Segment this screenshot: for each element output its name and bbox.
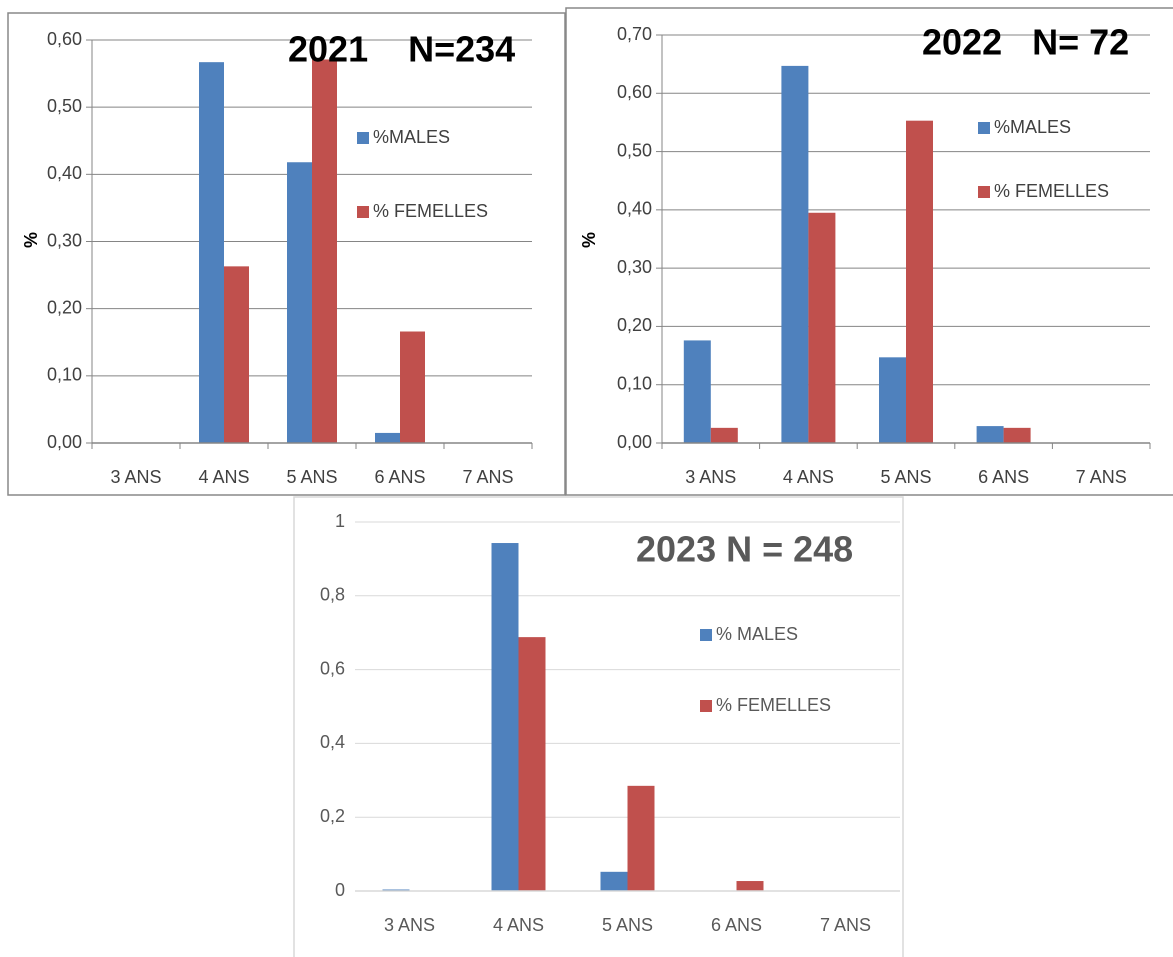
panel — [7, 12, 566, 496]
panel — [565, 7, 1173, 496]
y-tick-label: 1 — [335, 511, 345, 531]
x-tick-label: 3 ANS — [384, 915, 435, 935]
x-tick-label: 4 ANS — [493, 915, 544, 935]
y-tick-label: 0,60 — [47, 29, 82, 49]
y-axis-label: % — [21, 232, 41, 248]
y-tick-label: 0,10 — [617, 373, 652, 393]
bar — [491, 543, 519, 891]
x-tick-label: 6 ANS — [711, 915, 762, 935]
legend-label: %MALES — [373, 127, 450, 147]
y-tick-label: 0,00 — [47, 432, 82, 452]
chart-title: 2022 N= 72 — [922, 22, 1129, 63]
bar — [736, 881, 764, 891]
x-tick-label: 7 ANS — [820, 915, 871, 935]
y-tick-label: 0,70 — [617, 24, 652, 44]
y-tick-label: 0,10 — [47, 365, 82, 385]
chart-title: 2021 N=234 — [288, 29, 515, 70]
bar — [976, 426, 1004, 443]
x-tick-label: 3 ANS — [110, 467, 161, 487]
legend-swatch — [700, 629, 712, 641]
legend-swatch — [978, 122, 990, 134]
y-tick-label: 0,4 — [320, 732, 345, 752]
bar — [781, 65, 809, 444]
y-tick-label: 0,60 — [617, 82, 652, 102]
x-tick-label: 7 ANS — [462, 467, 513, 487]
bar — [710, 427, 738, 443]
y-tick-label: 0,6 — [320, 658, 345, 678]
y-tick-label: 0,30 — [47, 230, 82, 250]
y-tick-label: 0,20 — [47, 297, 82, 317]
bar — [400, 331, 425, 443]
y-tick-label: 0,50 — [47, 96, 82, 116]
x-tick-label: 6 ANS — [978, 467, 1029, 487]
bar — [199, 62, 224, 443]
y-tick-label: 0,40 — [617, 199, 652, 219]
bar — [683, 340, 711, 443]
x-tick-label: 5 ANS — [880, 467, 931, 487]
y-tick-label: 0,20 — [617, 315, 652, 335]
x-tick-label: 5 ANS — [602, 915, 653, 935]
bar — [287, 162, 312, 443]
y-tick-label: 0,30 — [617, 257, 652, 277]
bar — [518, 637, 546, 891]
bar — [312, 59, 337, 443]
x-tick-label: 4 ANS — [783, 467, 834, 487]
legend-label: %MALES — [994, 117, 1071, 137]
bar — [375, 432, 400, 443]
legend-label: % FEMELLES — [716, 695, 831, 715]
x-tick-label: 3 ANS — [685, 467, 736, 487]
legend-label: % FEMELLES — [373, 201, 488, 221]
bar — [600, 871, 628, 891]
bar — [808, 212, 836, 443]
legend-swatch — [357, 206, 369, 218]
legend-swatch — [700, 700, 712, 712]
y-tick-label: 0 — [335, 880, 345, 900]
bar — [1003, 427, 1031, 443]
y-tick-label: 0,00 — [617, 432, 652, 452]
legend-label: % FEMELLES — [994, 181, 1109, 201]
chart-title: 2023 N = 248 — [636, 529, 853, 570]
bar — [906, 120, 933, 444]
bar — [627, 785, 655, 891]
y-tick-label: 0,50 — [617, 140, 652, 160]
y-tick-label: 0,2 — [320, 806, 345, 826]
x-tick-label: 5 ANS — [286, 467, 337, 487]
legend-swatch — [978, 186, 990, 198]
x-tick-label: 6 ANS — [374, 467, 425, 487]
legend-swatch — [357, 132, 369, 144]
legend-label: % MALES — [716, 624, 798, 644]
bar — [224, 266, 249, 443]
y-tick-label: 0,8 — [320, 585, 345, 605]
x-tick-label: 7 ANS — [1076, 467, 1127, 487]
panel — [293, 496, 904, 957]
y-axis-label: % — [579, 232, 599, 248]
x-tick-label: 4 ANS — [198, 467, 249, 487]
y-tick-label: 0,40 — [47, 163, 82, 183]
bar — [879, 357, 906, 443]
